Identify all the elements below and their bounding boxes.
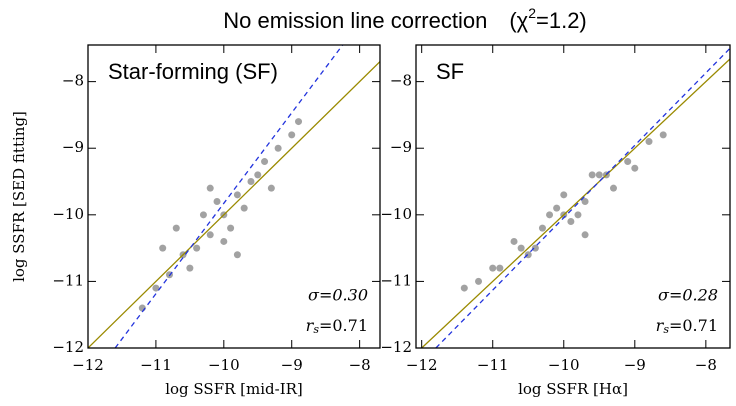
point	[517, 244, 525, 252]
point	[531, 244, 539, 252]
x-tick-label: −8	[349, 356, 371, 374]
rs-rest: =0.71	[319, 316, 368, 335]
panel-label: Star-forming (SF)	[108, 59, 278, 84]
x-tick-label: −11	[140, 356, 172, 374]
sigma-annotation: σ=0.30	[308, 286, 368, 305]
y-tick-label: −11	[52, 271, 84, 289]
rs-base: r	[306, 316, 315, 335]
rs-sub: s	[663, 323, 669, 336]
y-tick-label: −11	[380, 271, 412, 289]
point	[489, 264, 497, 272]
point	[213, 197, 221, 205]
point	[659, 131, 667, 139]
point	[510, 237, 518, 245]
point	[274, 144, 282, 152]
y-tick-label: −8	[62, 72, 84, 90]
title-note: =1.2)	[536, 8, 587, 33]
point	[581, 231, 589, 239]
reference-line	[435, 47, 730, 348]
x-tick-label: −8	[695, 356, 717, 374]
title-note: (χ	[509, 8, 528, 33]
point	[220, 237, 228, 245]
x-tick-label: −9	[281, 356, 303, 374]
rs-rest: =0.71	[669, 316, 718, 335]
plot-frame	[415, 44, 731, 349]
point	[538, 224, 546, 232]
point	[631, 164, 639, 172]
point	[645, 138, 653, 146]
point	[254, 171, 262, 179]
reference-line	[88, 61, 380, 348]
point	[475, 277, 483, 285]
point	[267, 184, 275, 192]
point	[496, 264, 504, 272]
point	[227, 224, 235, 232]
point	[206, 231, 214, 239]
y-tick-label: −10	[380, 205, 412, 223]
point	[233, 191, 241, 199]
rs-base: r	[656, 316, 665, 335]
point	[588, 171, 596, 179]
point	[172, 224, 180, 232]
y-tick-label: −8	[390, 72, 412, 90]
point	[560, 191, 568, 199]
point	[624, 158, 632, 166]
point	[288, 131, 296, 139]
point	[186, 264, 194, 272]
point	[193, 244, 201, 252]
point	[159, 244, 167, 252]
title-main: No emission line correction	[223, 8, 487, 33]
plot-frame	[87, 44, 381, 349]
point	[240, 204, 248, 212]
x-tick-label: −12	[406, 356, 438, 374]
point	[553, 204, 561, 212]
x-tick-label: −10	[548, 356, 580, 374]
point	[199, 211, 207, 219]
x-axis-label: log SSFR [Hα]	[518, 380, 628, 398]
point	[206, 184, 214, 192]
reference-line	[114, 45, 344, 348]
point	[581, 197, 589, 205]
sigma-annotation: σ=0.28	[658, 286, 718, 305]
point	[574, 211, 582, 219]
point	[261, 158, 269, 166]
title-sup: 2	[528, 5, 536, 21]
y-axis-label: log SSFR [SED fitting]	[10, 111, 28, 282]
x-tick-label: −9	[624, 356, 646, 374]
point	[595, 171, 603, 179]
point	[295, 118, 303, 126]
point	[609, 184, 617, 192]
y-tick-label: −10	[52, 205, 84, 223]
panel-label: SF	[436, 59, 464, 84]
y-tick-label: −9	[390, 138, 412, 156]
rs-annotation: rs=0.71	[306, 316, 368, 337]
rs-sub: s	[313, 323, 319, 336]
point	[546, 211, 554, 219]
y-tick-label: −12	[380, 338, 412, 356]
point	[460, 284, 468, 292]
point	[247, 178, 255, 186]
point	[152, 284, 160, 292]
x-tick-label: −12	[72, 356, 104, 374]
y-tick-label: −12	[52, 338, 84, 356]
x-tick-label: −11	[477, 356, 509, 374]
point	[233, 251, 241, 259]
point	[567, 217, 575, 225]
x-tick-label: −10	[208, 356, 240, 374]
reference-line	[421, 58, 730, 348]
rs-annotation: rs=0.71	[656, 316, 718, 337]
x-axis-label: log SSFR [mid-IR]	[165, 380, 303, 398]
y-tick-label: −9	[62, 138, 84, 156]
figure-title: No emission line correction (χ2=1.2)	[223, 5, 587, 33]
